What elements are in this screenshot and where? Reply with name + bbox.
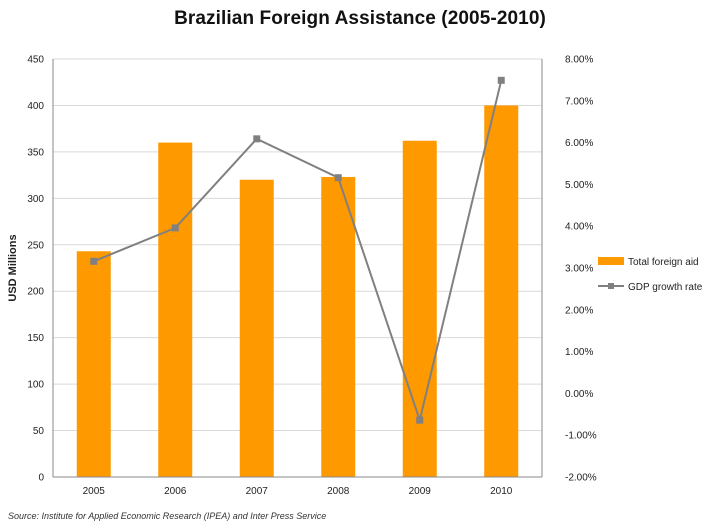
gridlines (53, 58, 542, 432)
x-tick-label: 2007 (246, 486, 269, 497)
line-point (171, 224, 179, 232)
y2-tick-label: -2.00% (565, 473, 597, 484)
y-tick-label: 400 (27, 101, 44, 112)
x-tick-label: 2005 (83, 486, 106, 497)
y-tick-label: 450 (27, 55, 44, 66)
y-tick-label: 100 (27, 380, 44, 391)
y-tick-label: 350 (27, 147, 44, 158)
chart-title: Brazilian Foreign Assistance (2005-2010) (174, 8, 546, 29)
axes: 0 50 100 150 200 250 300 350 400 450 -2.00% -1.00% 0… (7, 55, 597, 498)
y2-tick-label: -1.00% (565, 431, 597, 442)
y2-tick-label: 6.00% (565, 138, 593, 149)
y-axis-label: USD Millions (7, 234, 19, 301)
line-point (253, 135, 261, 143)
line-series (90, 76, 505, 424)
bar (402, 140, 437, 477)
y2-tick-label: 4.00% (565, 222, 593, 233)
y2-tick-label: 5.00% (565, 180, 593, 191)
y-tick-label: 250 (27, 240, 44, 251)
legend-swatch-aid (598, 257, 624, 265)
source-note: Source: Institute for Applied Economic R… (8, 511, 327, 521)
y-tick-label: 300 (27, 194, 44, 205)
line-point (90, 257, 98, 265)
legend-label-gdp: GDP growth rate (628, 282, 703, 293)
x-tick-label: 2010 (490, 486, 513, 497)
gdp-line (93, 80, 503, 424)
x-tick-label: 2008 (327, 486, 350, 497)
y-tick-label: 150 (27, 333, 44, 344)
bar (158, 142, 193, 477)
x-tick-label: 2009 (409, 486, 432, 497)
bar (239, 179, 274, 477)
bar (484, 105, 519, 477)
line-point (497, 76, 505, 84)
y-tick-label: 200 (27, 287, 44, 298)
y2-tick-label: 0.00% (565, 389, 593, 400)
legend-label-aid: Total foreign aid (628, 257, 699, 268)
y2-tick-label: 2.00% (565, 305, 593, 316)
y2-tick-label: 1.00% (565, 347, 593, 358)
bar (76, 251, 111, 477)
y2-tick-label: 8.00% (565, 55, 593, 66)
y-tick-label: 0 (38, 473, 44, 484)
y-tick-label: 50 (33, 426, 45, 437)
legend: Total foreign aid GDP growth rate (598, 257, 703, 293)
y2-tick-label: 7.00% (565, 96, 593, 107)
line-point (334, 174, 342, 182)
x-tick-label: 2006 (164, 486, 187, 497)
legend-marker-gdp (608, 283, 614, 289)
y2-tick-label: 3.00% (565, 264, 593, 275)
line-point (416, 416, 424, 424)
bar (321, 176, 356, 478)
